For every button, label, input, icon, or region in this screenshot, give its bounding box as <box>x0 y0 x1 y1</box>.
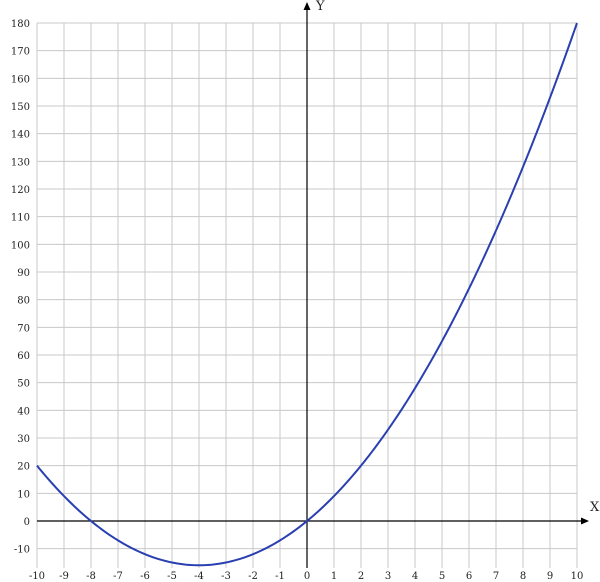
x-tick-label: -9 <box>59 571 69 582</box>
series-curve <box>36 22 578 567</box>
y-axis-label: Y <box>315 0 325 14</box>
x-tick-label: 7 <box>493 571 499 582</box>
y-tick-label: 80 <box>17 296 30 307</box>
x-tick-label: 2 <box>358 571 364 582</box>
y-tick-label: 150 <box>11 102 30 113</box>
x-tick-label: 0 <box>304 571 310 582</box>
x-axis-arrow-icon <box>581 517 589 525</box>
y-tick-label: 170 <box>11 47 30 58</box>
x-tick-label: -6 <box>140 571 150 582</box>
y-tick-label: 70 <box>17 323 30 334</box>
tick-labels: -10 -9 -8 -7 -6 -5 -4 -3 -2 -1 0 1 2 3 4 5 6 7 8 9 10-100102… <box>11 19 583 582</box>
x-tick-label: -5 <box>167 571 177 582</box>
y-tick-label: 30 <box>17 434 30 445</box>
y-tick-label: 120 <box>11 185 30 196</box>
y-tick-label: 10 <box>17 489 30 500</box>
x-tick-label: 3 <box>385 571 391 582</box>
x-tick-label: -1 <box>275 571 285 582</box>
y-tick-label: 100 <box>11 240 30 251</box>
y-tick-label: 140 <box>11 130 30 141</box>
y-tick-label: 0 <box>24 517 30 528</box>
x-tick-label: -4 <box>194 571 204 582</box>
x-axis-label: X <box>590 500 600 515</box>
x-tick-label: -8 <box>86 571 96 582</box>
x-tick-label: -3 <box>221 571 231 582</box>
x-tick-label: 6 <box>466 571 472 582</box>
x-tick-label: -10 <box>29 571 45 582</box>
axes <box>37 2 589 569</box>
y-tick-label: 130 <box>11 157 30 168</box>
x-tick-label: 1 <box>331 571 337 582</box>
y-tick-label: 180 <box>11 19 30 30</box>
y-tick-label: 90 <box>17 268 30 279</box>
x-tick-label: 9 <box>547 571 553 582</box>
y-tick-label: -10 <box>14 545 30 556</box>
y-axis-arrow-icon <box>303 2 311 10</box>
y-tick-label: 160 <box>11 74 30 85</box>
x-tick-label: 8 <box>520 571 526 582</box>
y-tick-label: 50 <box>17 379 30 390</box>
x-tick-label: 4 <box>412 571 418 582</box>
y-tick-label: 110 <box>11 213 30 224</box>
y-tick-label: 20 <box>17 462 30 473</box>
x-tick-label: 5 <box>439 571 445 582</box>
x-tick-label: 10 <box>571 571 584 582</box>
curves <box>36 22 578 567</box>
x-tick-label: -7 <box>113 571 123 582</box>
x-tick-label: -2 <box>248 571 258 582</box>
y-tick-label: 40 <box>17 406 30 417</box>
y-tick-label: 60 <box>17 351 30 362</box>
